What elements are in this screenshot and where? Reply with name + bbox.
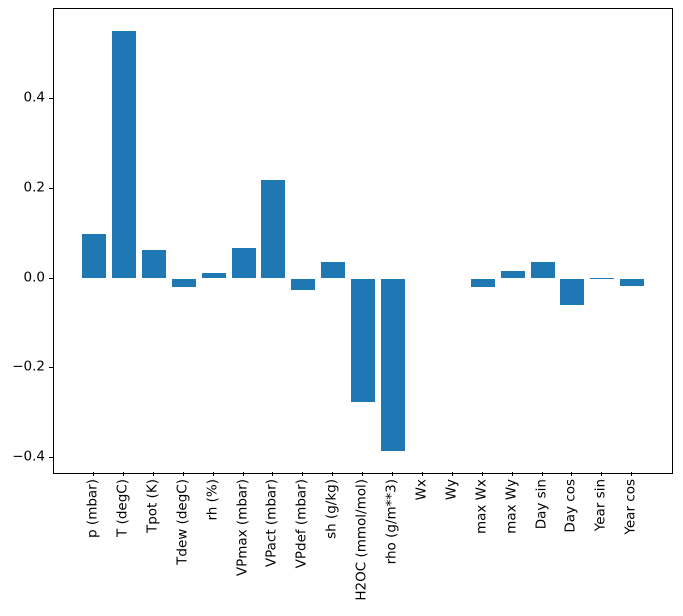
y-axis-tick (49, 97, 53, 99)
y-tick-label: 0.0 (23, 268, 45, 285)
y-tick-label: 0.4 (23, 89, 45, 106)
y-axis-tick (49, 187, 53, 189)
bar-max-wy (500, 271, 525, 279)
bar-day-sin (530, 262, 555, 279)
x-tick-label: VPdef (mbar) (293, 479, 310, 569)
x-axis-tick (152, 472, 154, 476)
bar-p-mbar (82, 233, 106, 279)
y-tick-label: −0.2 (12, 358, 45, 375)
x-axis-tick (362, 472, 364, 476)
bar-tdew-degc (171, 278, 196, 288)
x-axis-tick (242, 472, 244, 476)
x-tick-label: H2OC (mmol/mol) (353, 479, 370, 601)
bar-sh-g-kg (321, 262, 346, 279)
x-tick-label: Tdew (degC) (173, 479, 190, 565)
x-tick-label: Wx (413, 479, 430, 501)
bar-vpdef-mbar (291, 278, 316, 291)
plot-area (53, 8, 673, 474)
x-axis-tick (541, 472, 543, 476)
x-axis-tick (302, 472, 304, 476)
bar-rho-g-m-3 (381, 278, 405, 451)
x-tick-label: p (mbar) (84, 479, 101, 538)
x-tick-label: max Wy (502, 479, 519, 534)
bar-year-cos (620, 278, 645, 286)
x-axis-tick (631, 472, 633, 476)
bar-year-sin (590, 277, 615, 279)
x-axis-tick (571, 472, 573, 476)
x-axis-tick (212, 472, 214, 476)
y-axis-tick (49, 277, 53, 279)
x-axis-tick (601, 472, 603, 476)
y-tick-label: −0.4 (12, 448, 45, 465)
x-axis-tick (272, 472, 274, 476)
x-tick-label: Tpot (K) (144, 479, 161, 534)
x-tick-label: Year sin (592, 479, 609, 532)
x-axis-tick (392, 472, 393, 476)
bar-max-wx (470, 278, 495, 288)
bar-vpact-mbar (261, 180, 286, 279)
x-axis-tick (122, 472, 124, 476)
bar-h2oc-mmol-mol (351, 278, 376, 403)
x-tick-label: VPmax (mbar) (233, 479, 250, 577)
y-axis-tick (49, 367, 53, 369)
x-tick-label: T (degC) (114, 479, 131, 537)
x-tick-label: Day cos (562, 479, 579, 533)
y-tick-label: 0.2 (23, 178, 45, 195)
x-tick-label: sh (g/kg) (323, 479, 340, 539)
x-tick-label: rho (g/m**3) (383, 479, 400, 565)
x-tick-label: Day sin (532, 479, 549, 530)
x-axis-tick (481, 472, 483, 476)
y-axis-tick (49, 457, 53, 459)
x-axis-tick (451, 472, 453, 476)
x-tick-label: Year cos (622, 479, 639, 535)
x-axis-tick (421, 472, 423, 476)
x-axis-tick (511, 472, 513, 476)
x-tick-label: Wy (443, 479, 460, 501)
bar-tpot-k (141, 249, 166, 279)
bar-day-cos (560, 278, 585, 305)
x-tick-label: VPact (mbar) (263, 479, 280, 568)
x-tick-label: rh (%) (203, 479, 220, 521)
x-axis-tick (332, 472, 334, 476)
x-axis-tick (93, 472, 94, 476)
bar-rh (201, 272, 226, 279)
bar-t-degc (111, 31, 136, 279)
x-axis-tick (182, 472, 184, 476)
x-tick-label: max Wx (472, 479, 489, 535)
bar-vpmax-mbar (231, 247, 256, 279)
